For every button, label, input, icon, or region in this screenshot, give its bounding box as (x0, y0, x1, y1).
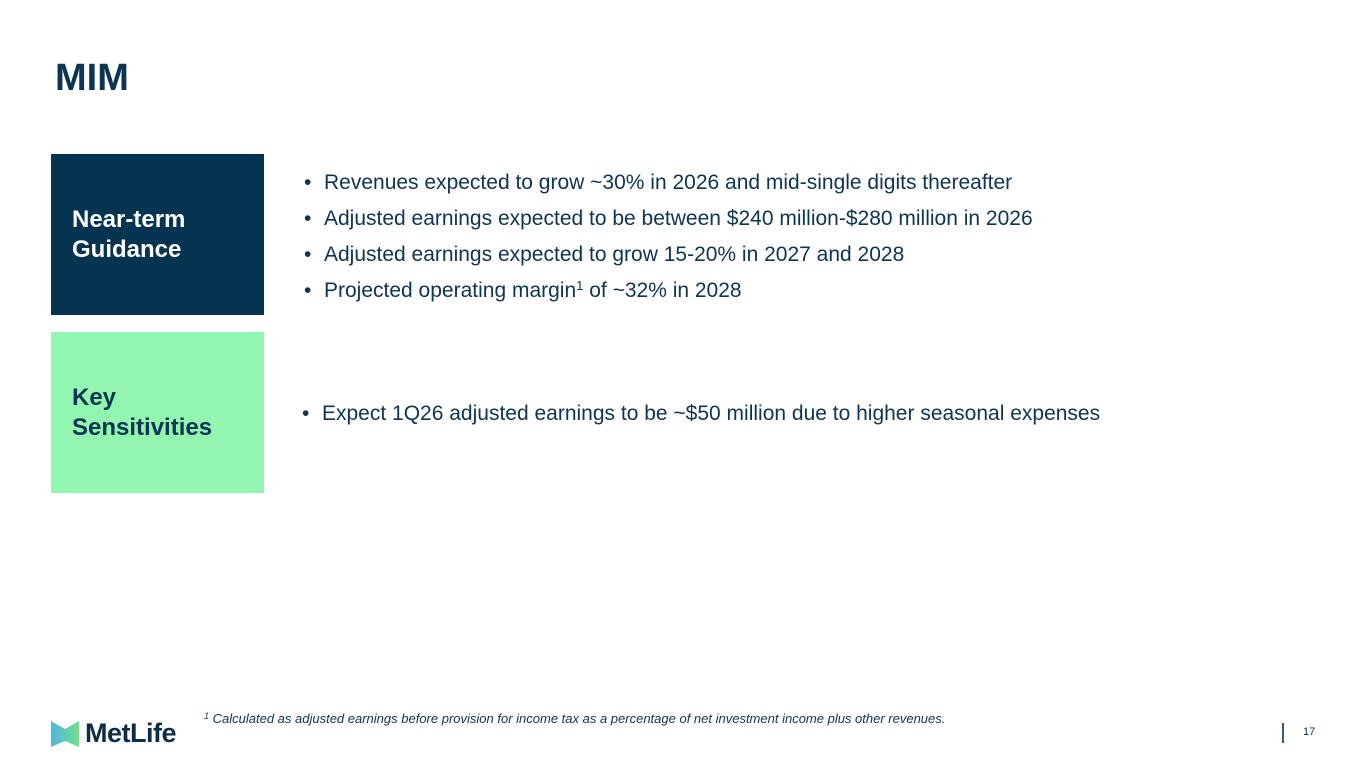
page-number: 17 (1303, 726, 1316, 738)
near-term-guidance-label: Near-term Guidance (51, 154, 264, 315)
logo-text: MetLife (85, 718, 177, 748)
list-item: Adjusted earnings expected to be between… (304, 201, 1033, 237)
list-item: Expect 1Q26 adjusted earnings to be ~$50… (302, 396, 1100, 432)
bullet-text: Adjusted earnings expected to grow 15-20… (324, 243, 905, 266)
metlife-m-logo-icon (51, 720, 79, 747)
page-title: MIM (55, 57, 129, 99)
footnote-marker: 1 (576, 278, 584, 293)
list-item: Adjusted earnings expected to grow 15-20… (304, 237, 1033, 273)
list-item: Revenues expected to grow ~30% in 2026 a… (304, 165, 1033, 201)
bullet-text: of ~32% in 2028 (583, 279, 742, 302)
bullet-text: Revenues expected to grow ~30% in 2026 a… (324, 171, 1013, 194)
bullet-text: Adjusted earnings expected to be between… (324, 207, 1033, 230)
metlife-logo: MetLife (51, 718, 177, 749)
label-line: Guidance (72, 235, 182, 263)
list-item: Projected operating margin1 of ~32% in 2… (304, 273, 1033, 309)
label-line: Sensitivities (72, 413, 213, 441)
sensitivities-list: Expect 1Q26 adjusted earnings to be ~$50… (302, 396, 1100, 432)
divider (1282, 723, 1284, 743)
key-sensitivities-label: Key Sensitivities (51, 332, 264, 493)
label-line: Near-term (72, 205, 186, 233)
footnote-marker: 1 (204, 711, 210, 721)
bullet-text: Projected operating margin (324, 279, 577, 302)
footnote-text: Calculated as adjusted earnings before p… (209, 711, 946, 726)
footnote: 1 Calculated as adjusted earnings before… (204, 711, 945, 726)
label-line: Key (72, 383, 117, 411)
bullet-text: Expect 1Q26 adjusted earnings to be ~$50… (322, 402, 1101, 425)
guidance-list: Revenues expected to grow ~30% in 2026 a… (304, 165, 1033, 309)
